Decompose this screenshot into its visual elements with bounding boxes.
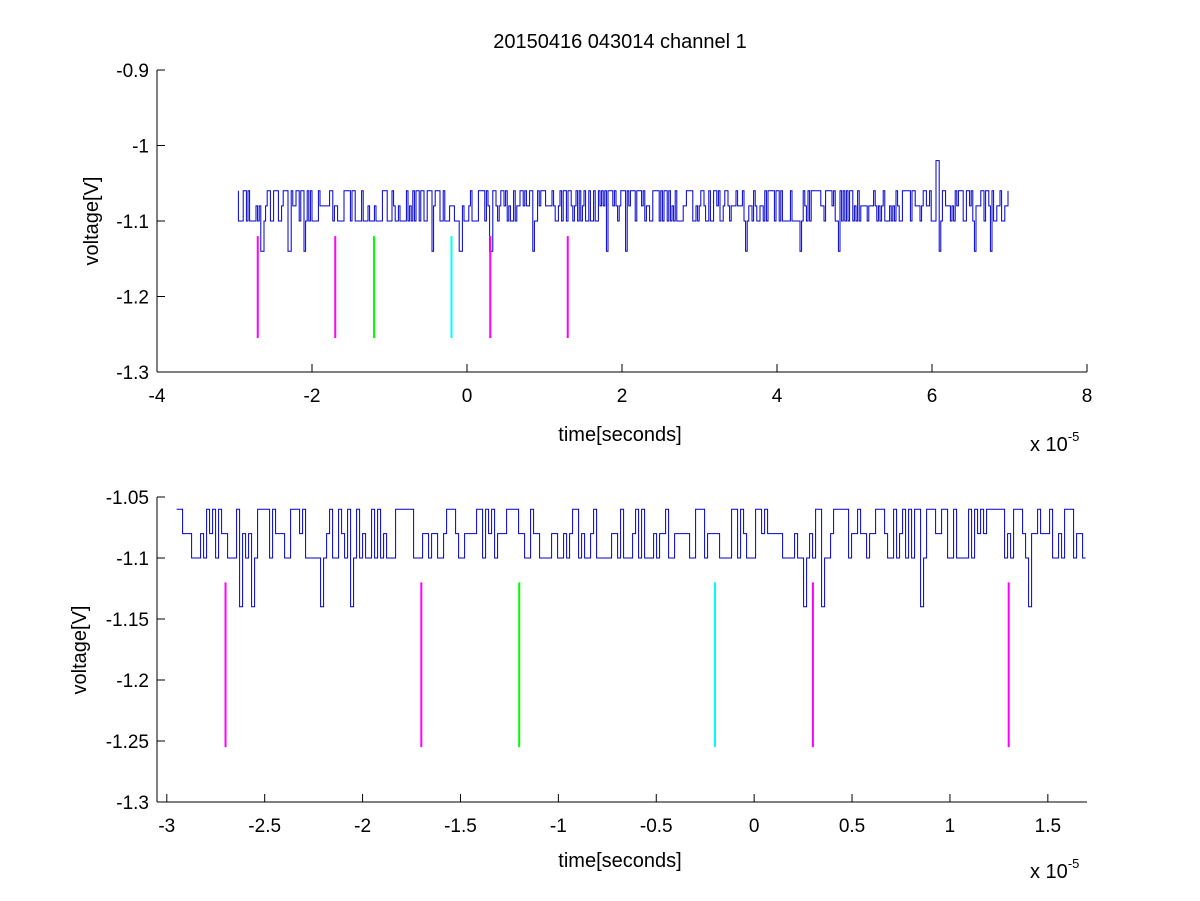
bottom-plot-x-tick-label: -1 bbox=[550, 816, 567, 837]
top-plot-x-multiplier: x 10-5 bbox=[1030, 429, 1079, 456]
top-plot-x-multiplier-base: x 10 bbox=[1030, 434, 1068, 456]
bottom-plot-xlabel: time[seconds] bbox=[558, 850, 681, 872]
top-plot-y-tick-label: -1 bbox=[132, 137, 149, 158]
bottom-plot-x-tick-label: -2.5 bbox=[248, 816, 281, 837]
chart-title: 20150416 043014 channel 1 bbox=[493, 31, 747, 53]
bottom-plot-x-tick-label: -1.5 bbox=[444, 816, 477, 837]
top-plot: -4 -2 0 2 4 6 8 -1.3 -1.2 -1.1 -1 -0.9 time[seconds… bbox=[81, 61, 1092, 456]
top-plot-x-tick-label: -2 bbox=[304, 386, 321, 407]
top-plot-x-multiplier-exponent: -5 bbox=[1068, 429, 1080, 444]
top-plot-y-tick-label: -1.2 bbox=[116, 288, 149, 309]
bottom-plot: -3 -2.5 -2 -1.5 -1 -0.5 0 0.5 1 1.5 -1.3 -1.25 -1.2 -… bbox=[69, 488, 1087, 883]
bottom-plot-y-tick-label: -1.05 bbox=[106, 488, 149, 509]
bottom-plot-x-tick-label: 1.5 bbox=[1035, 816, 1061, 837]
bottom-plot-x-tick-label: 0.5 bbox=[839, 816, 865, 837]
bottom-plot-y-tick-label: -1.2 bbox=[116, 671, 149, 692]
top-plot-signal-line bbox=[237, 160, 1009, 252]
bottom-plot-x-multiplier: x 10-5 bbox=[1030, 856, 1079, 883]
top-plot-x-tick-label: 2 bbox=[617, 386, 628, 407]
bottom-plot-x-tick-label: 0 bbox=[749, 816, 760, 837]
bottom-plot-y-tick-label: -1.25 bbox=[106, 732, 149, 753]
bottom-plot-markers bbox=[224, 582, 1010, 748]
bottom-plot-x-multiplier-base: x 10 bbox=[1030, 861, 1068, 883]
bottom-plot-signal-line bbox=[176, 508, 1086, 608]
top-plot-x-tick-label: -4 bbox=[149, 386, 166, 407]
top-plot-xlabel: time[seconds] bbox=[558, 424, 681, 446]
top-plot-ylabel: voltage[V] bbox=[81, 177, 103, 266]
top-plot-ticks: -4 -2 0 2 4 6 8 -1.3 -1.2 -1.1 -1 -0.9 bbox=[116, 61, 1092, 407]
bottom-plot-x-tick-label: -0.5 bbox=[640, 816, 673, 837]
bottom-plot-x-tick-label: 1 bbox=[945, 816, 956, 837]
top-plot-markers bbox=[256, 236, 569, 339]
top-plot-x-tick-label: 4 bbox=[772, 386, 783, 407]
top-plot-y-tick-label: -0.9 bbox=[116, 61, 149, 82]
bottom-plot-ticks: -3 -2.5 -2 -1.5 -1 -0.5 0 0.5 1 1.5 -1.3 -1.25 -1.2 -… bbox=[106, 488, 1061, 837]
bottom-plot-x-tick-label: -2 bbox=[354, 816, 371, 837]
top-plot-x-tick-label: 6 bbox=[927, 386, 938, 407]
top-plot-x-tick-label: 0 bbox=[462, 386, 473, 407]
top-plot-y-tick-label: -1.3 bbox=[116, 363, 149, 384]
top-plot-signal-group bbox=[237, 160, 1009, 252]
bottom-plot-y-tick-label: -1.3 bbox=[116, 793, 149, 814]
bottom-plot-ylabel: voltage[V] bbox=[69, 606, 91, 695]
bottom-plot-y-tick-label: -1.1 bbox=[116, 549, 149, 570]
bottom-plot-x-tick-label: -3 bbox=[158, 816, 175, 837]
bottom-plot-y-tick-label: -1.15 bbox=[106, 610, 149, 631]
top-plot-x-tick-label: 8 bbox=[1082, 386, 1093, 407]
bottom-plot-x-multiplier-exponent: -5 bbox=[1068, 856, 1080, 871]
bottom-plot-signal-group bbox=[176, 508, 1086, 608]
bottom-plot-axes bbox=[156, 497, 1087, 803]
top-plot-y-tick-label: -1.1 bbox=[116, 212, 149, 233]
